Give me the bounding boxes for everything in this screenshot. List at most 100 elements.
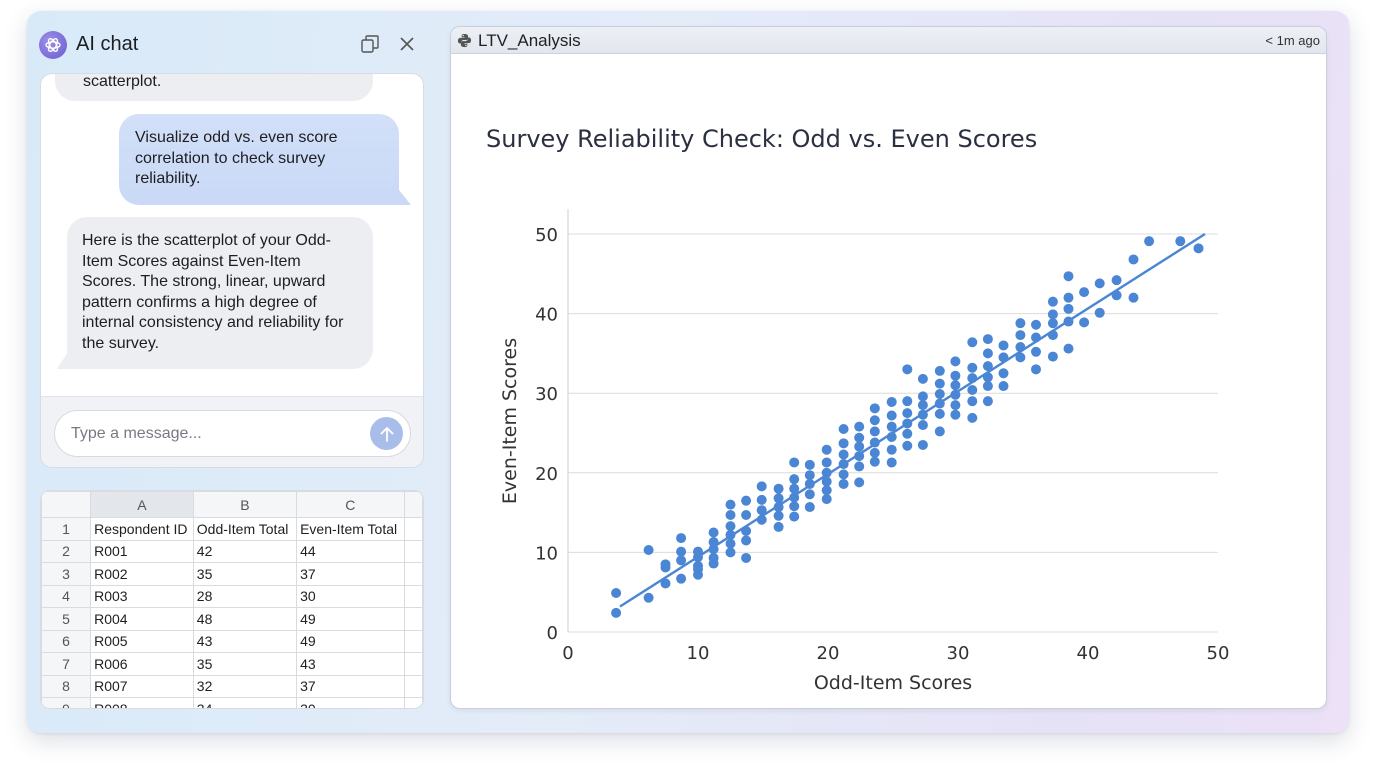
spreadsheet-row[interactable]: 7 R006 35 43	[41, 652, 423, 676]
python-icon	[457, 33, 472, 48]
spreadsheet-cell-empty[interactable]	[403, 584, 423, 608]
scatter-point	[1047, 318, 1058, 329]
y-axis-label: Even-Item Scores	[499, 338, 521, 504]
spreadsheet-cell[interactable]: R004	[90, 607, 194, 631]
spreadsheet-cell[interactable]: R001	[90, 539, 194, 563]
chart-window: LTV_Analysis < 1m ago Survey Reliability…	[450, 26, 1327, 709]
corner-cell[interactable]	[41, 491, 92, 518]
row-number[interactable]: 4	[41, 584, 92, 608]
spreadsheet-cell[interactable]: 37	[296, 674, 405, 698]
spreadsheet-cell[interactable]: R007	[90, 674, 194, 698]
spreadsheet-cell[interactable]: 30	[296, 584, 405, 608]
spreadsheet-cell[interactable]: R008	[90, 697, 194, 708]
chat-panel: scatterplot. Visualize odd vs. even scor…	[40, 73, 424, 468]
scatter-point	[934, 388, 945, 399]
scatter-point	[789, 492, 800, 503]
row-number[interactable]: 7	[41, 652, 92, 676]
spreadsheet-row[interactable]: 5 R004 48 49	[41, 607, 423, 631]
scatter-point	[917, 409, 928, 420]
column-header-c[interactable]: C	[296, 491, 405, 518]
y-tick-label: 10	[535, 543, 558, 564]
spreadsheet-cell[interactable]: 28	[192, 584, 298, 608]
row-number[interactable]: 1	[41, 517, 92, 541]
scatter-point	[869, 426, 880, 437]
spreadsheet-cell[interactable]: 37	[296, 562, 405, 586]
scatter-point	[967, 412, 978, 423]
spreadsheet-cell[interactable]: 42	[192, 539, 298, 563]
scatter-point	[886, 410, 897, 421]
row-number[interactable]: 2	[41, 539, 92, 563]
spreadsheet-cell-empty[interactable]	[403, 674, 423, 698]
spreadsheet-row[interactable]: 3 R002 35 37	[41, 562, 423, 586]
scatter-point	[1094, 278, 1105, 289]
scatter-point	[1175, 236, 1186, 247]
spreadsheet-cell[interactable]: R003	[90, 584, 194, 608]
spreadsheet-cell-empty[interactable]	[403, 652, 423, 676]
spreadsheet-cell[interactable]: 34	[192, 697, 298, 708]
spreadsheet-cell-empty[interactable]	[403, 517, 423, 541]
column-header-b[interactable]: B	[192, 491, 298, 518]
column-header-a[interactable]: A	[90, 491, 194, 518]
row-number[interactable]: 3	[41, 562, 92, 586]
spreadsheet-cell[interactable]: R005	[90, 629, 194, 653]
spreadsheet-cell[interactable]: 48	[192, 607, 298, 631]
spreadsheet-cell-empty[interactable]	[403, 697, 423, 708]
row-number[interactable]: 6	[41, 629, 92, 653]
user-message: Visualize odd vs. even score correlation…	[119, 114, 399, 205]
scatter-point	[917, 400, 928, 411]
spreadsheet-cell[interactable]: Respondent ID	[90, 517, 194, 541]
scatter-point	[789, 501, 800, 512]
spreadsheet-row[interactable]: 2 R001 42 44	[41, 539, 423, 563]
spreadsheet-cell-empty[interactable]	[403, 539, 423, 563]
spreadsheet-cell[interactable]: R006	[90, 652, 194, 676]
spreadsheet-row[interactable]: 9 R008 34 30	[41, 697, 423, 708]
row-number[interactable]: 8	[41, 674, 92, 698]
spreadsheet-cell[interactable]: 32	[192, 674, 298, 698]
restore-window-icon[interactable]	[359, 33, 381, 55]
spreadsheet-row[interactable]: 8 R007 32 37	[41, 674, 423, 698]
scatter-point	[854, 432, 865, 443]
scatter-point	[643, 545, 654, 556]
scatter-point	[821, 457, 832, 468]
row-number[interactable]: 5	[41, 607, 92, 631]
spreadsheet-cell[interactable]: Odd-Item Total	[192, 517, 298, 541]
spreadsheet-cell[interactable]: 49	[296, 629, 405, 653]
axis-ticks: 0 10 20 30 40 50 0 10 20 30 40 50	[535, 225, 1229, 664]
scatter-point	[611, 607, 622, 618]
scatter-point	[773, 510, 784, 521]
scatter-point	[934, 365, 945, 376]
spreadsheet-row[interactable]: 1 Respondent ID Odd-Item Total Even-Item To…	[41, 517, 423, 541]
y-tick-label: 30	[535, 384, 558, 405]
scatter-point	[982, 372, 993, 383]
spreadsheet-cell-empty[interactable]	[403, 562, 423, 586]
chat-header: AI chat	[39, 29, 423, 61]
spreadsheet-cell[interactable]: 35	[192, 652, 298, 676]
scatter-point	[917, 373, 928, 384]
spreadsheet-cell[interactable]: 49	[296, 607, 405, 631]
scatter-point	[611, 587, 622, 598]
scatter-point	[676, 546, 687, 557]
scatter-point	[950, 389, 961, 400]
spreadsheet-cell[interactable]: 43	[296, 652, 405, 676]
scatter-point	[982, 348, 993, 359]
message-input[interactable]	[54, 410, 411, 457]
spreadsheet-cell-empty[interactable]	[403, 629, 423, 653]
spreadsheet-cell[interactable]: 44	[296, 539, 405, 563]
spreadsheet-cell[interactable]: 43	[192, 629, 298, 653]
spreadsheet-cell[interactable]: 30	[296, 697, 405, 708]
message-list[interactable]: scatterplot. Visualize odd vs. even scor…	[41, 74, 423, 396]
spreadsheet-cell[interactable]: 35	[192, 562, 298, 586]
spreadsheet-cell[interactable]: R002	[90, 562, 194, 586]
scatter-point	[773, 521, 784, 532]
spreadsheet-row[interactable]: 6 R005 43 49	[41, 629, 423, 653]
scatter-point	[869, 403, 880, 414]
spreadsheet-cell-empty[interactable]	[403, 607, 423, 631]
chart-titlebar[interactable]: LTV_Analysis < 1m ago	[451, 27, 1326, 54]
row-number[interactable]: 9	[41, 697, 92, 708]
spreadsheet-row[interactable]: 4 R003 28 30	[41, 584, 423, 608]
spreadsheet-cell[interactable]: Even-Item Total	[296, 517, 405, 541]
close-icon[interactable]	[396, 33, 418, 55]
send-button[interactable]	[370, 417, 403, 450]
column-header-empty[interactable]	[403, 491, 423, 518]
scatter-point	[708, 527, 719, 538]
